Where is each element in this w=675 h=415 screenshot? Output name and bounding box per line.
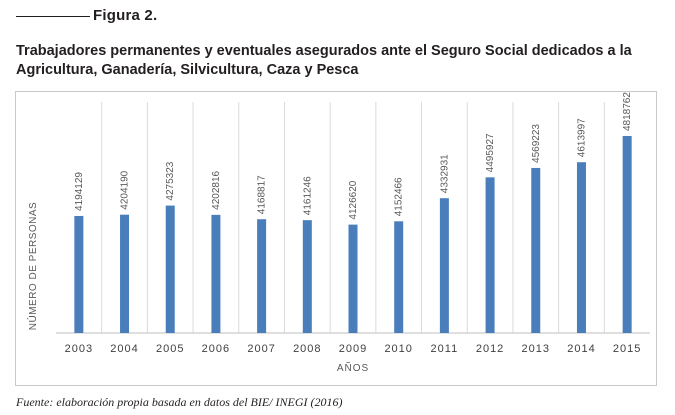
data-label: 4613997 <box>576 118 587 157</box>
bar <box>531 167 541 333</box>
x-tick-label: 2005 <box>156 343 184 355</box>
figure-label: Figura 2. <box>93 7 158 24</box>
bar <box>302 220 312 333</box>
chart-title: Trabajadores permanentes y eventuales as… <box>16 43 632 78</box>
data-label: 4818762 <box>622 92 633 131</box>
data-label: 4168817 <box>257 175 268 214</box>
data-label: 4126620 <box>348 180 359 219</box>
bar <box>257 219 267 333</box>
data-label: 4161246 <box>302 176 313 215</box>
bar <box>485 177 495 333</box>
bar <box>576 162 586 333</box>
source-note: Fuente: elaboración propia basada en dat… <box>16 395 343 409</box>
x-tick-label: 2015 <box>613 343 641 355</box>
y-axis-title: NÚMERO DE PERSONAS <box>26 202 39 330</box>
bar <box>74 215 84 333</box>
figure-rule <box>16 16 90 17</box>
bar <box>348 224 358 333</box>
x-tick-label: 2014 <box>567 343 595 355</box>
x-tick-label: 2009 <box>339 343 367 355</box>
bar <box>622 136 632 333</box>
x-tick-label: 2008 <box>293 343 321 355</box>
grid-lines <box>101 102 605 333</box>
x-tick-label: 2012 <box>476 343 504 355</box>
x-tick-labels: 2003 2004 2005 2006 2007 2008 2009 2010 2011 2012… <box>65 343 641 355</box>
x-tick-label: 2011 <box>431 343 459 355</box>
data-label: 4194129 <box>74 172 85 211</box>
data-labels: 4194129 4204190 4275323 4202816 4168817 41612… <box>74 92 633 220</box>
x-tick-label: 2006 <box>202 343 230 355</box>
x-tick-label: 2007 <box>247 343 275 355</box>
data-label: 4202816 <box>211 170 222 209</box>
x-tick-label: 2010 <box>384 343 412 355</box>
x-tick-label: 2004 <box>110 343 138 355</box>
x-tick-label: 2013 <box>522 343 550 355</box>
bar <box>165 205 175 333</box>
data-label: 4495927 <box>485 133 496 172</box>
data-label: 4275323 <box>165 161 176 200</box>
bars <box>74 136 632 333</box>
bar <box>439 198 449 333</box>
data-label: 4569223 <box>531 124 542 163</box>
bar <box>394 221 404 333</box>
x-tick-label: 2003 <box>65 343 93 355</box>
data-label: 4152466 <box>394 177 405 216</box>
data-label: 4332931 <box>439 154 450 193</box>
bar <box>120 214 130 333</box>
bar <box>211 214 221 333</box>
x-axis-title: AÑOS <box>337 361 369 374</box>
chart-frame <box>15 91 657 386</box>
data-label: 4204190 <box>120 170 131 209</box>
